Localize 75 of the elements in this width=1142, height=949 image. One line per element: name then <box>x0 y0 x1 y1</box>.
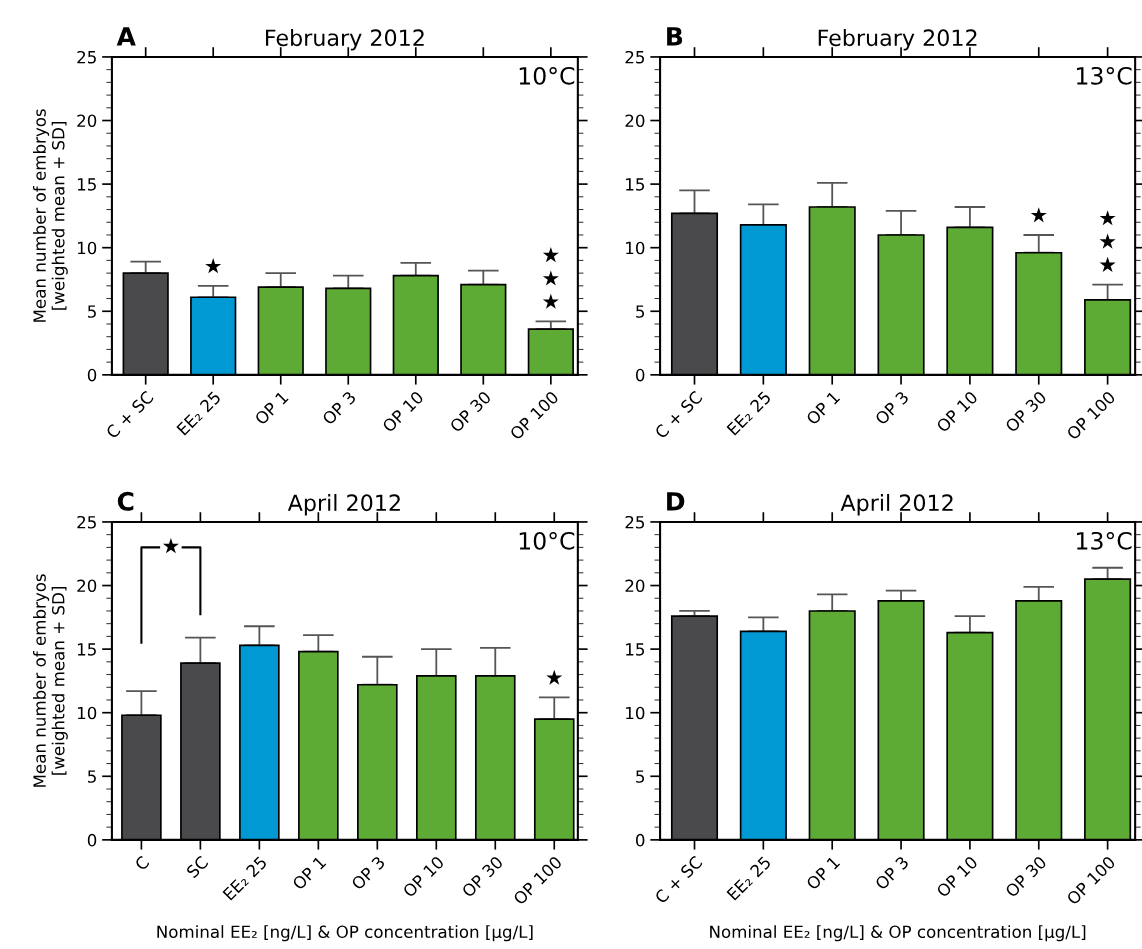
y-tick-label: 15 <box>77 178 96 191</box>
x-tick-label: OP 3 <box>350 855 386 891</box>
y-tick-label: 0 <box>87 368 97 382</box>
annotation: 13°C <box>1077 66 1132 85</box>
y-tick-label: 5 <box>636 305 645 318</box>
annotation: ★ <box>1030 207 1047 223</box>
annotation: ★ <box>205 258 222 274</box>
annotation: 13°C <box>1077 531 1132 550</box>
x-tick-label: OP 30 <box>1004 390 1048 434</box>
y-tick-label: 5 <box>636 770 645 783</box>
y-tick-label: 15 <box>626 643 645 656</box>
x-tick-label: OP 1 <box>805 390 841 426</box>
y-tick-label: 10 <box>77 706 97 720</box>
y-axis-title: Mean number of embryos [weighted mean + SD] <box>33 574 68 787</box>
text: C <box>117 491 134 511</box>
y-tick-label: 5 <box>88 770 96 783</box>
x-axis-title: Nominal EE₂ [ng/L] & OP concentration [µg/L] <box>710 925 1086 942</box>
x-tick-label: OP 10 <box>381 390 425 434</box>
y-tick-label: 0 <box>635 833 645 847</box>
text: B <box>667 27 683 46</box>
annotation: 10°C <box>519 66 575 85</box>
chart-title: April 2012 <box>287 493 400 516</box>
y-tick-label: 20 <box>77 579 97 593</box>
y-tick-label: 0 <box>635 368 645 382</box>
x-tick-label: OP 3 <box>874 855 910 891</box>
x-tick-label: OP 100 <box>1065 855 1116 906</box>
x-tick-label: C <box>134 855 150 872</box>
y-tick-label: 25 <box>625 515 645 529</box>
annotation: ★ <box>546 669 563 685</box>
x-tick-label: OP 30 <box>449 390 492 434</box>
y-tick-label: 5 <box>88 305 96 318</box>
x-tick-label: C + SC <box>105 390 155 440</box>
x-tick-label: OP 30 <box>461 855 504 899</box>
annotation: ★ <box>162 538 179 554</box>
y-tick-label: 10 <box>626 241 645 255</box>
x-tick-label: OP 100 <box>509 390 560 441</box>
y-tick-label: 20 <box>77 114 97 128</box>
x-tick-label: OP 1 <box>805 855 841 891</box>
x-tick-label: EE₂ 25 <box>176 390 222 436</box>
y-tick-label: 0 <box>87 833 97 847</box>
x-tick-label: OP 100 <box>1065 390 1116 441</box>
y-tick-label: 15 <box>77 643 96 656</box>
chart-title: February 2012 <box>818 28 977 51</box>
y-tick-label: 15 <box>626 178 645 191</box>
x-tick-label: C + SC <box>654 855 703 905</box>
x-tick-label: EE₂ 25 <box>222 855 268 901</box>
x-tick-label: EE₂ 25 <box>726 855 772 901</box>
y-tick-label: 25 <box>625 50 645 64</box>
y-tick-label: 25 <box>77 515 96 529</box>
x-tick-label: SC <box>185 855 209 879</box>
x-tick-label: C + SC <box>654 390 703 440</box>
chart-title: April 2012 <box>840 493 953 516</box>
y-tick-label: 10 <box>626 706 645 720</box>
x-tick-label: OP 1 <box>253 390 289 426</box>
text: D <box>667 492 685 511</box>
x-tick-label: OP 3 <box>874 390 910 426</box>
x-tick-label: OP 3 <box>321 390 357 426</box>
x-tick-label: OP 30 <box>1004 855 1048 899</box>
y-tick-label: 20 <box>625 579 645 593</box>
text: A <box>116 27 136 46</box>
x-tick-label: OP 10 <box>402 855 445 899</box>
x-axis-title: Nominal EE₂ [ng/L] & OP concentration [µg/L] <box>157 925 533 942</box>
y-tick-label: 10 <box>77 241 97 255</box>
x-tick-label: OP 100 <box>512 855 563 906</box>
annotation: ★ ★ ★ <box>542 247 559 309</box>
y-tick-label: 25 <box>77 50 96 64</box>
annotation: 10°C <box>519 531 575 550</box>
x-tick-label: OP 10 <box>935 390 979 434</box>
y-axis-title: Mean number of embryos [weighted mean + SD] <box>33 109 68 322</box>
chart-title: February 2012 <box>266 28 424 51</box>
x-tick-label: OP 10 <box>935 855 979 899</box>
x-tick-label: OP 1 <box>291 855 327 891</box>
x-tick-label: EE₂ 25 <box>726 390 772 436</box>
y-tick-label: 20 <box>625 114 645 128</box>
annotation: ★ ★ ★ <box>1099 210 1116 272</box>
